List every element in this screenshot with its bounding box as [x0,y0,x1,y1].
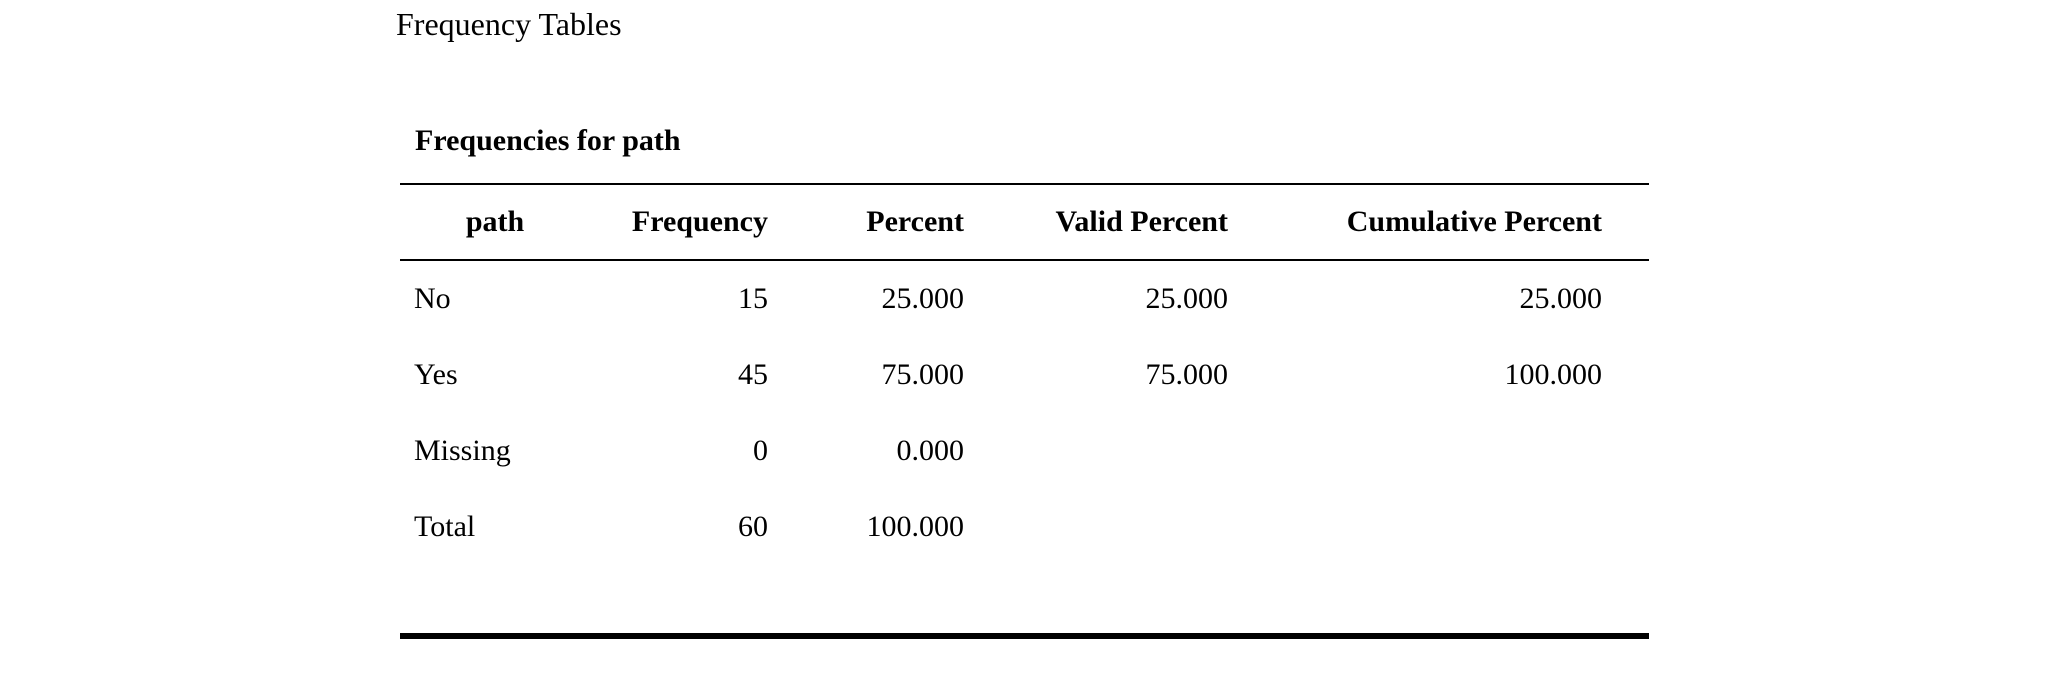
table-cell: 100.000 [866,510,965,543]
table-header: path Frequency Percent Valid Percent Cumulat… [400,184,1649,260]
table-cell [1230,489,1649,565]
column-header: Percent [866,205,964,238]
table-body: No 15 25.000 25.000 25.000 Yes 45 75.000 75.000 1… [400,260,1649,565]
frequency-table: path Frequency Percent Valid Percent Cumulat… [400,183,1649,639]
table-cell [1230,413,1649,489]
table-cell: 0 [753,434,768,467]
table-cell [966,489,1230,565]
table-caption: Frequencies for path [415,124,681,157]
table-footer [400,565,1649,636]
table-row: No 15 25.000 25.000 25.000 [400,260,1649,337]
table-cell: 75.000 [1145,358,1229,391]
table-cell: 0.000 [896,434,965,467]
column-header: Frequency [631,205,768,238]
column-header: path [465,205,525,238]
footer-spacer-cell [400,565,1649,636]
table-cell: 25.000 [881,282,965,315]
table-cell: No [414,282,451,315]
page-title: Frequency Tables [396,6,622,42]
table-row: Missing 0 0.000 [400,413,1649,489]
table-cell: 25.000 [1519,282,1603,315]
table-row: Total 60 100.000 [400,489,1649,565]
table-cell: Yes [414,358,458,391]
table-cell: Total [414,510,476,543]
table-cell: 15 [738,282,768,315]
table-cell: 60 [738,510,768,543]
table-cell: 45 [738,358,768,391]
header-row: path Frequency Percent Valid Percent Cumulat… [400,184,1649,260]
column-header: Valid Percent [1055,205,1229,238]
table-cell: 25.000 [1145,282,1229,315]
footer-spacer-row [400,565,1649,636]
table-cell: 100.000 [1504,358,1603,391]
table-cell: 75.000 [881,358,965,391]
table-cell: Missing [414,434,511,467]
table-cell [966,413,1230,489]
table-row: Yes 45 75.000 75.000 100.000 [400,337,1649,413]
column-header: Cumulative Percent [1346,205,1602,238]
